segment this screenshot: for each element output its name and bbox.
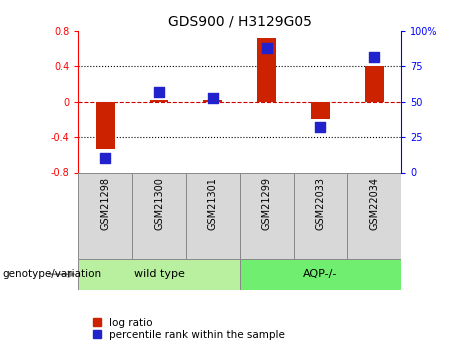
Point bbox=[101, 156, 109, 161]
Bar bbox=[96, 102, 115, 149]
Bar bbox=[294, 172, 347, 259]
Bar bbox=[203, 100, 222, 102]
Text: GSM21300: GSM21300 bbox=[154, 177, 164, 230]
Text: wild type: wild type bbox=[134, 269, 184, 279]
Legend: log ratio, percentile rank within the sample: log ratio, percentile rank within the sa… bbox=[93, 318, 285, 340]
Text: GSM22033: GSM22033 bbox=[315, 177, 325, 230]
Bar bbox=[186, 172, 240, 259]
Text: GSM21298: GSM21298 bbox=[100, 177, 110, 230]
Title: GDS900 / H3129G05: GDS900 / H3129G05 bbox=[168, 14, 312, 29]
Bar bbox=[240, 172, 294, 259]
Bar bbox=[150, 100, 168, 102]
Point bbox=[263, 45, 270, 51]
Point bbox=[155, 89, 163, 95]
Bar bbox=[365, 66, 384, 102]
Text: AQP-/-: AQP-/- bbox=[303, 269, 337, 279]
Bar bbox=[347, 172, 401, 259]
Bar bbox=[78, 259, 240, 290]
Bar bbox=[132, 172, 186, 259]
Point bbox=[209, 95, 217, 100]
Bar bbox=[257, 38, 276, 102]
Point bbox=[371, 54, 378, 59]
Bar bbox=[78, 172, 132, 259]
Bar bbox=[311, 102, 330, 119]
Text: GSM21301: GSM21301 bbox=[208, 177, 218, 230]
Bar bbox=[240, 259, 401, 290]
Text: GSM21299: GSM21299 bbox=[261, 177, 272, 230]
Point bbox=[317, 125, 324, 130]
Text: GSM22034: GSM22034 bbox=[369, 177, 379, 230]
Text: genotype/variation: genotype/variation bbox=[2, 269, 101, 279]
